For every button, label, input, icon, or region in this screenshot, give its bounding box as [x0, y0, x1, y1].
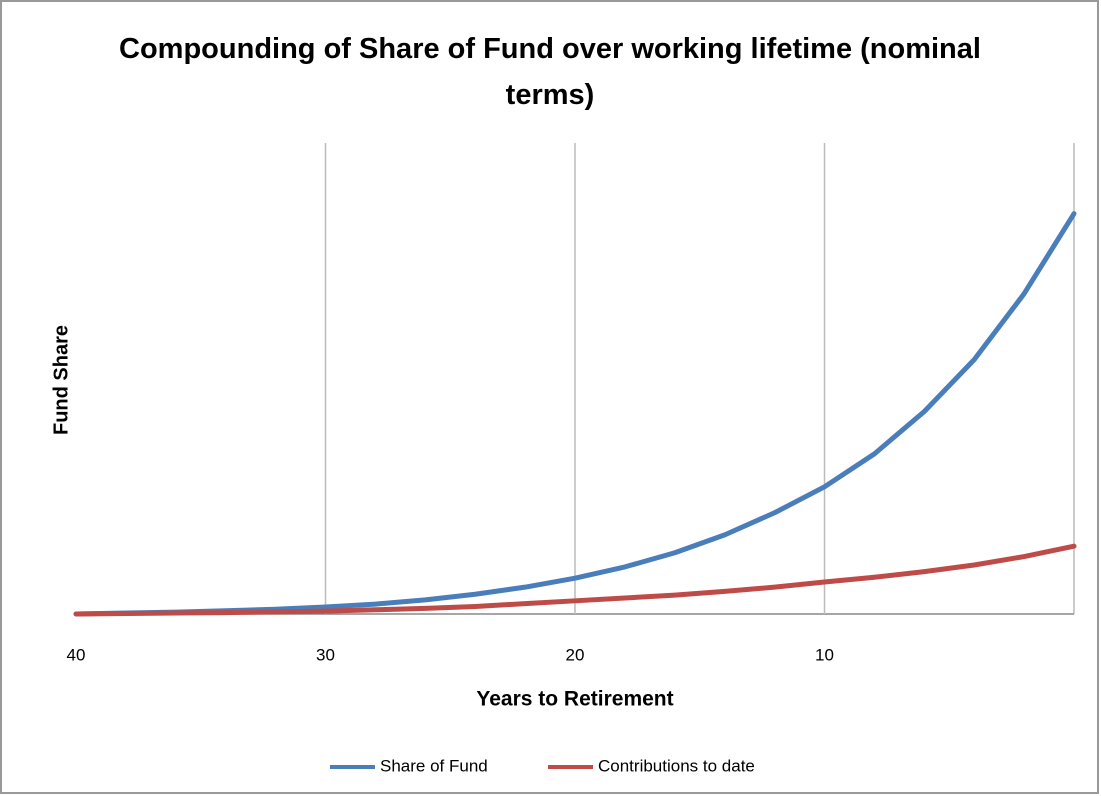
series-line: [73, 543, 1077, 617]
y-axis-label: Fund Share: [50, 325, 72, 435]
x-tick-label: 40: [67, 645, 86, 664]
x-tick-label: 20: [566, 645, 585, 664]
legend-label: Share of Fund: [380, 756, 488, 775]
chart-title: Compounding of Share of Fund over workin…: [119, 33, 981, 111]
x-axis-label: Years to Retirement: [476, 688, 673, 711]
legend-label: Contributions to date: [598, 756, 755, 775]
x-tick-label: 10: [815, 645, 834, 664]
x-tick-label: 30: [316, 645, 335, 664]
